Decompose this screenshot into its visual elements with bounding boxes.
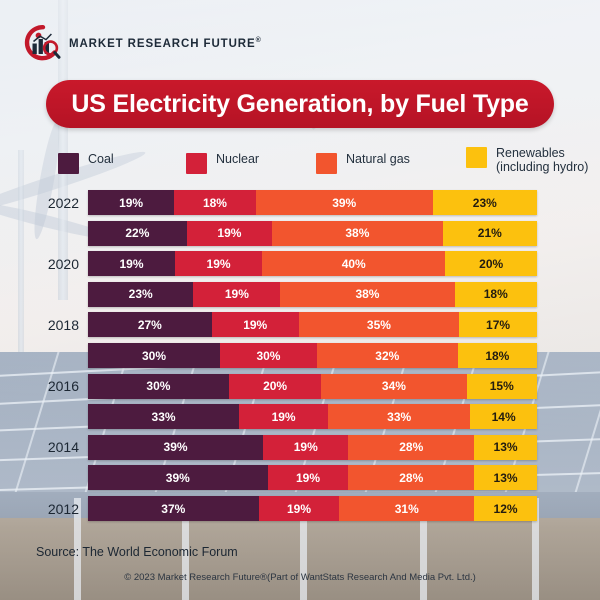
legend-label-renewables-line1: Renewables [496,146,565,160]
brand-logo[interactable]: MARKET RESEARCH FUTURE® [24,24,262,62]
bar-segment-coal[interactable]: 30% [88,373,229,399]
chart-row: 2012 37% 19% 31% 12% [0,496,600,521]
stacked-bar: 30% 30% 32% 18% [88,343,537,368]
legend-item-natural-gas[interactable]: Natural gas [316,152,410,174]
bar-segment-renewables[interactable]: 23% [432,190,537,215]
source-note: Source: The World Economic Forum [36,545,238,559]
bar-segment-coal[interactable]: 22% [88,220,187,246]
stacked-bar: 19% 18% 39% 23% [88,190,537,215]
bar-segment-nuclear[interactable]: 19% [267,465,349,491]
bar-segment-coal[interactable]: 23% [88,281,194,307]
bar-segment-coal[interactable]: 30% [88,343,221,368]
bar-segment-renewables[interactable]: 18% [454,281,537,307]
bar-segment-renewables[interactable]: 14% [470,404,537,430]
bar-segment-nuclear[interactable]: 20% [228,373,322,399]
bar-segment-natural-gas[interactable]: 38% [272,220,443,246]
chart-legend: Coal Nuclear Natural gas Renewables (incl… [58,146,588,186]
bar-segment-renewables[interactable]: 21% [442,220,537,246]
legend-item-coal[interactable]: Coal [58,152,114,174]
legend-label-natural-gas: Natural gas [346,152,410,166]
bar-segment-nuclear[interactable]: 19% [239,404,329,430]
chart-row: 22% 19% 38% 21% [0,220,600,246]
chart-row: 23% 19% 38% 18% [0,281,600,307]
stacked-bar: 19% 19% 40% 20% [88,251,537,277]
stacked-bar: 33% 19% 33% 14% [88,404,537,430]
bar-segment-renewables[interactable]: 15% [466,373,537,399]
legend-swatch-renewables [466,147,487,168]
bar-segment-nuclear[interactable]: 18% [174,190,256,215]
bar-segment-nuclear[interactable]: 30% [220,343,317,368]
stacked-bar: 23% 19% 38% 18% [88,281,537,307]
chart-row: 33% 19% 33% 14% [0,404,600,430]
row-year-label: 2012 [47,500,79,517]
bar-segment-coal[interactable]: 39% [88,434,264,460]
bar-segment-renewables[interactable]: 12% [474,496,537,521]
bar-segment-natural-gas[interactable]: 31% [339,496,475,521]
row-year-label: 2018 [47,316,79,333]
bar-segment-natural-gas[interactable]: 40% [262,251,446,277]
bar-segment-nuclear[interactable]: 19% [263,434,349,460]
bar-segment-coal[interactable]: 33% [88,404,240,430]
stacked-bar: 39% 19% 28% 13% [88,434,537,460]
bar-segment-natural-gas[interactable]: 28% [348,465,475,491]
chart-row: 2020 19% 19% 40% 20% [0,251,600,277]
title-banner: US Electricity Generation, by Fuel Type [46,80,554,128]
legend-label-coal: Coal [88,152,114,166]
bar-segment-coal[interactable]: 27% [88,312,212,338]
bar-segment-renewables[interactable]: 18% [457,343,537,368]
bar-segment-natural-gas[interactable]: 38% [280,281,455,307]
legend-swatch-natural-gas [316,153,337,174]
bar-segment-natural-gas[interactable]: 35% [298,312,460,338]
bar-segment-natural-gas[interactable]: 32% [316,343,458,368]
bar-segment-natural-gas[interactable]: 33% [328,404,471,430]
bar-segment-natural-gas[interactable]: 34% [321,373,467,399]
bar-segment-renewables[interactable]: 13% [474,434,537,460]
bar-segment-nuclear[interactable]: 19% [186,220,273,246]
stacked-bar: 39% 19% 28% 13% [88,465,537,491]
bar-segment-nuclear[interactable]: 19% [258,496,340,521]
bar-segment-nuclear[interactable]: 19% [175,251,263,277]
bar-segment-coal[interactable]: 39% [88,465,268,491]
stacked-bar: 30% 20% 34% 15% [88,373,537,399]
chart-row: 39% 19% 28% 13% [0,465,600,491]
row-year-label: 2020 [47,255,79,272]
stacked-bar-chart: 2022 19% 18% 39% 23% 22% 19% 38% 21% 2020 19% 19% 40… [0,190,600,540]
legend-item-renewables[interactable]: Renewables (including hydro) [466,146,588,174]
legend-label-renewables: Renewables (including hydro) [496,146,588,174]
legend-item-nuclear[interactable]: Nuclear [186,152,259,174]
bar-segment-renewables[interactable]: 20% [445,251,537,277]
brand-name-text: MARKET RESEARCH FUTURE [69,37,256,50]
chart-row: 2014 39% 19% 28% 13% [0,434,600,460]
chart-row: 2022 19% 18% 39% 23% [0,190,600,215]
bar-segment-nuclear[interactable]: 19% [193,281,281,307]
bar-segment-renewables[interactable]: 13% [474,465,537,491]
legend-swatch-nuclear [186,153,207,174]
registered-trademark-mark: ® [255,36,262,44]
stacked-bar: 22% 19% 38% 21% [88,220,537,246]
legend-label-renewables-line2: (including hydro) [496,160,589,174]
brand-name: MARKET RESEARCH FUTURE® [69,37,262,50]
bar-segment-coal[interactable]: 19% [88,190,175,215]
legend-label-nuclear: Nuclear [216,152,260,166]
bar-segment-nuclear[interactable]: 19% [211,312,299,338]
row-year-label: 2014 [47,439,79,456]
bar-segment-natural-gas[interactable]: 39% [255,190,433,215]
bar-segment-renewables[interactable]: 17% [459,312,537,338]
chart-row: 2018 27% 19% 35% 17% [0,312,600,338]
bar-segment-coal[interactable]: 37% [88,496,259,521]
market-research-future-logo-icon [24,24,62,62]
stacked-bar: 37% 19% 31% 12% [88,496,537,521]
page-title: US Electricity Generation, by Fuel Type [71,89,529,118]
copyright-note: © 2023 Market Research Future®(Part of W… [124,572,476,583]
chart-row: 2016 30% 20% 34% 15% [0,373,600,399]
bar-segment-coal[interactable]: 19% [88,251,176,277]
row-year-label: 2022 [47,194,79,211]
row-year-label: 2016 [47,378,79,395]
bar-segment-natural-gas[interactable]: 28% [348,434,475,460]
legend-swatch-coal [58,153,79,174]
stacked-bar: 27% 19% 35% 17% [88,312,537,338]
chart-row: 30% 30% 32% 18% [0,343,600,368]
